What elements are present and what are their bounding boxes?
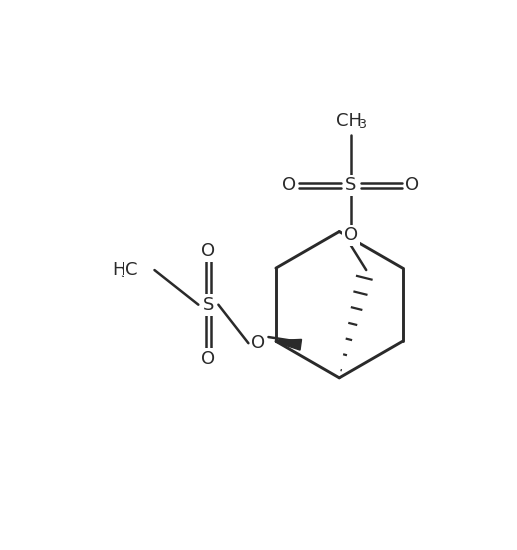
Text: S: S	[345, 177, 357, 194]
Text: O: O	[344, 227, 358, 244]
Text: S: S	[203, 296, 214, 314]
Text: O: O	[201, 242, 216, 260]
Text: O: O	[201, 350, 216, 367]
Text: O: O	[405, 177, 419, 194]
Text: 3: 3	[120, 267, 128, 280]
Text: CH: CH	[336, 112, 362, 130]
Text: C: C	[125, 261, 138, 279]
Text: O: O	[282, 177, 296, 194]
Text: 3: 3	[358, 118, 366, 131]
Polygon shape	[276, 339, 301, 350]
Text: H: H	[112, 261, 126, 279]
Text: O: O	[251, 334, 266, 352]
